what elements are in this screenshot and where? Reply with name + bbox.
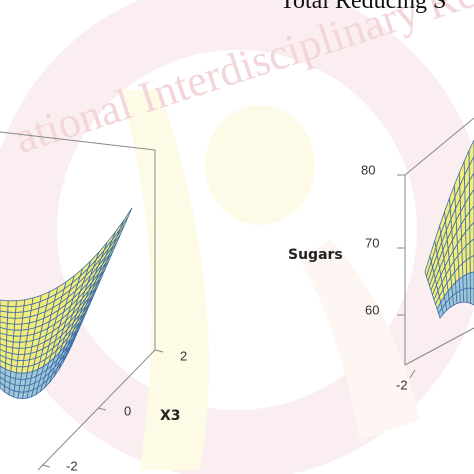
surface-cell [13,329,22,337]
tick-label: 80 [361,162,375,177]
surface-cell [14,317,24,325]
surface-cell [12,341,21,349]
surface-cell [466,287,472,304]
surface-cell [14,311,24,319]
surface-cell [469,205,474,228]
right-box [397,117,474,379]
surface-cell [12,335,21,343]
tick-label: -2 [66,458,78,473]
right-surface [424,139,474,319]
axis-label: X3 [160,408,181,424]
tick-label: 60 [365,302,379,317]
surface-cell [468,139,474,166]
surface-cell [469,188,474,213]
surface-cell [469,221,474,244]
left-surface [0,207,133,400]
surface-cell [465,241,471,261]
title: Total Reducing S [280,0,446,14]
surface-cell [13,323,23,331]
surface-cell [470,287,474,306]
surface-cell [469,238,474,259]
tick-label: 2 [180,348,187,363]
surface-cell [7,306,17,313]
surface-cell [466,272,471,289]
surface-cell [7,311,16,319]
surface-cell [7,300,17,308]
tick-label: -2 [396,377,408,392]
surface-cell [15,305,25,313]
tick-label: 70 [365,235,379,250]
surface-cell [469,255,474,274]
left-box [0,131,164,471]
surface-cell [465,256,471,275]
axis-label: Sugars [288,247,343,263]
tick-label: 0 [124,403,131,418]
surface-cell [468,172,474,198]
surface-cell [67,336,77,355]
surface-cell [469,271,474,289]
